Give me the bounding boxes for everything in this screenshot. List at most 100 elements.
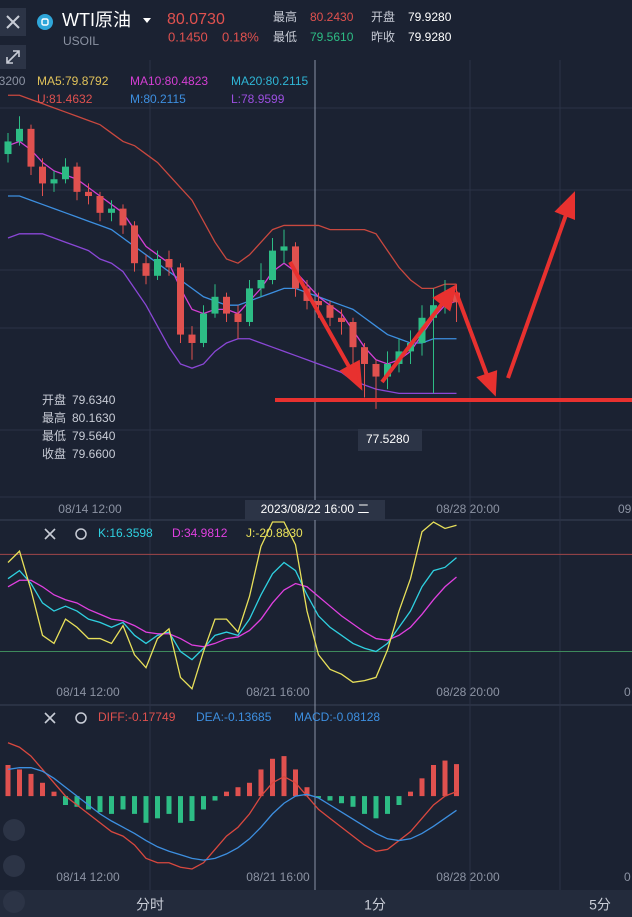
legend-entry: MA20:80.2115 [231, 74, 308, 88]
kdj-line [7, 576, 457, 648]
stat-value: 79.5610 [310, 30, 354, 44]
indicator-line [8, 195, 457, 344]
macd-line [7, 742, 457, 870]
macd-bar [304, 787, 310, 797]
macd-bar [40, 782, 45, 797]
candle-body [4, 141, 12, 155]
legend-entry: J:-20.8830 [246, 526, 303, 540]
info-label: 最低 [42, 429, 66, 443]
info-label: 最高 [42, 410, 66, 425]
dropdown-caret[interactable] [143, 18, 151, 23]
x-tick-label: 09 [618, 502, 632, 516]
macd-bar [17, 769, 22, 797]
macd-bar [143, 796, 149, 823]
indicator-line [8, 94, 457, 290]
macd-bar [212, 796, 218, 801]
macd-bar [28, 773, 34, 797]
grid [0, 60, 632, 890]
candle-body [234, 313, 242, 322]
candle-body [292, 246, 299, 289]
x-tick-label: 08/28 20:00 [436, 870, 500, 884]
low-label-box [358, 429, 422, 451]
logo-mark [41, 18, 49, 26]
candle-body [142, 263, 150, 276]
tool-button[interactable] [3, 855, 25, 877]
candle-body [154, 259, 161, 276]
x-tick-label: 08/28 20:00 [436, 502, 500, 516]
macd-bar [270, 758, 275, 797]
candle-body [131, 225, 138, 264]
macd-bar [120, 796, 126, 810]
change: 0.1450 [168, 29, 208, 44]
crosshair-label: 2023/08/22 16:00 二 [261, 502, 370, 516]
candle-body [280, 246, 288, 251]
macd-bar [235, 787, 241, 797]
candle-body [384, 363, 391, 377]
candle-body [16, 128, 23, 142]
symbol[interactable]: WTI原油 [62, 10, 131, 30]
macd-bar [155, 796, 160, 819]
x-tick-label: 08/14 12:00 [58, 502, 122, 516]
legend-entry: MA5:79.8792 [37, 74, 109, 88]
info-value: 79.6340 [72, 393, 116, 407]
macd-bar [454, 764, 459, 797]
macd-bar [201, 796, 206, 810]
close-icon[interactable] [44, 712, 56, 724]
symbol-code: USOIL [63, 34, 99, 48]
candle-body [246, 288, 253, 322]
macd-bar [385, 796, 390, 814]
last-price: 80.0730 [167, 11, 225, 28]
candle-body [349, 321, 357, 348]
candle-body [223, 296, 230, 314]
macd-bar [74, 796, 80, 807]
macd-bar [178, 796, 183, 823]
kdj-line [7, 557, 457, 661]
timeframe-tab[interactable]: 5分 [589, 897, 611, 913]
tool-button[interactable] [3, 819, 25, 841]
candle-body [200, 313, 207, 343]
legend-entry: DEA:-0.13685 [196, 710, 272, 724]
macd-bar [373, 796, 379, 819]
indicator-line [7, 233, 457, 395]
x-tick-label: 0 [624, 685, 631, 699]
annotation-arrows [288, 191, 575, 397]
legend-entry: K:16.3598 [98, 526, 153, 540]
candle-body [62, 166, 69, 180]
candle-body [165, 259, 173, 268]
candle-body [315, 300, 322, 306]
macd-bar [63, 796, 68, 805]
candle-body [269, 250, 276, 280]
close-icon[interactable] [44, 528, 56, 540]
macd-line [7, 767, 457, 861]
candle-body [257, 280, 265, 289]
settings-icon[interactable] [75, 528, 87, 540]
stat-value: 79.9280 [408, 10, 452, 24]
candle-body [73, 166, 81, 192]
settings-icon[interactable] [75, 712, 87, 724]
candle-body [96, 196, 104, 213]
legend-entry: L:78.9599 [231, 92, 285, 106]
x-tick-label: 08/21 16:00 [246, 870, 310, 884]
timeframe-tab[interactable]: 1分 [364, 897, 386, 913]
macd-bar [339, 796, 344, 804]
legend-entry: MACD:-0.08128 [294, 710, 380, 724]
tool-button[interactable] [3, 891, 25, 913]
candle-body [188, 334, 196, 343]
macd-bar [189, 796, 195, 821]
close-icon [6, 15, 20, 29]
macd-bar [109, 796, 114, 814]
macd-bar [166, 796, 172, 814]
kdj-line [7, 521, 457, 690]
stat-value: 80.2430 [310, 10, 354, 24]
timeframe-tab[interactable]: 分时 [136, 897, 164, 913]
legend-entry: MA10:80.4823 [130, 74, 208, 88]
indicator-line [7, 140, 457, 365]
tab-bar [0, 890, 632, 917]
stat-value: 79.9280 [408, 30, 452, 44]
macd-bar [5, 765, 11, 797]
macd-bar [224, 791, 229, 797]
macd-bar [51, 791, 57, 797]
legend-entry: DIFF:-0.17749 [98, 710, 176, 724]
x-tick-label: 08/21 16:00 [246, 685, 310, 699]
